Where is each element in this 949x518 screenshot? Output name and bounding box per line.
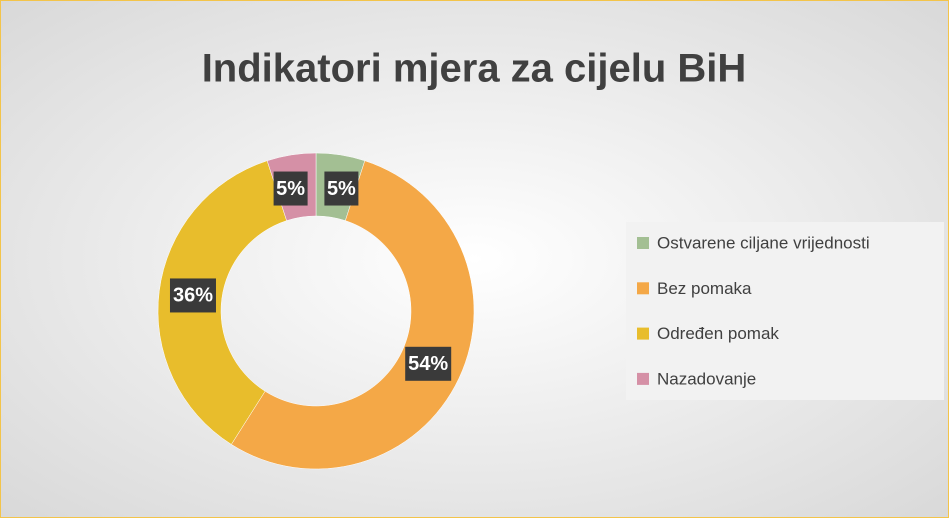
legend-label: Bez pomaka [657,279,752,298]
data-label-box [273,171,308,206]
legend-label: Ostvarene ciljane vrijednosti [657,233,870,252]
data-label: 5% [327,178,356,200]
data-label-box [169,278,216,313]
legend-swatch [637,327,649,340]
legend-swatch [637,372,649,385]
legend-box [626,222,944,400]
data-label-box [324,171,359,206]
legend-swatch [637,282,649,295]
chart-title: Indikatori mjera za cijelu BiH [202,47,747,91]
donut-slice [230,160,475,470]
data-label-box [405,346,452,381]
data-label: 36% [173,285,213,307]
legend-swatch [637,237,649,249]
data-label: 54% [408,353,448,375]
data-label: 5% [276,178,305,200]
legend-label: Nazadovanje [657,369,756,388]
legend-label: Određen pomak [657,324,779,343]
donut-slice [157,160,287,445]
